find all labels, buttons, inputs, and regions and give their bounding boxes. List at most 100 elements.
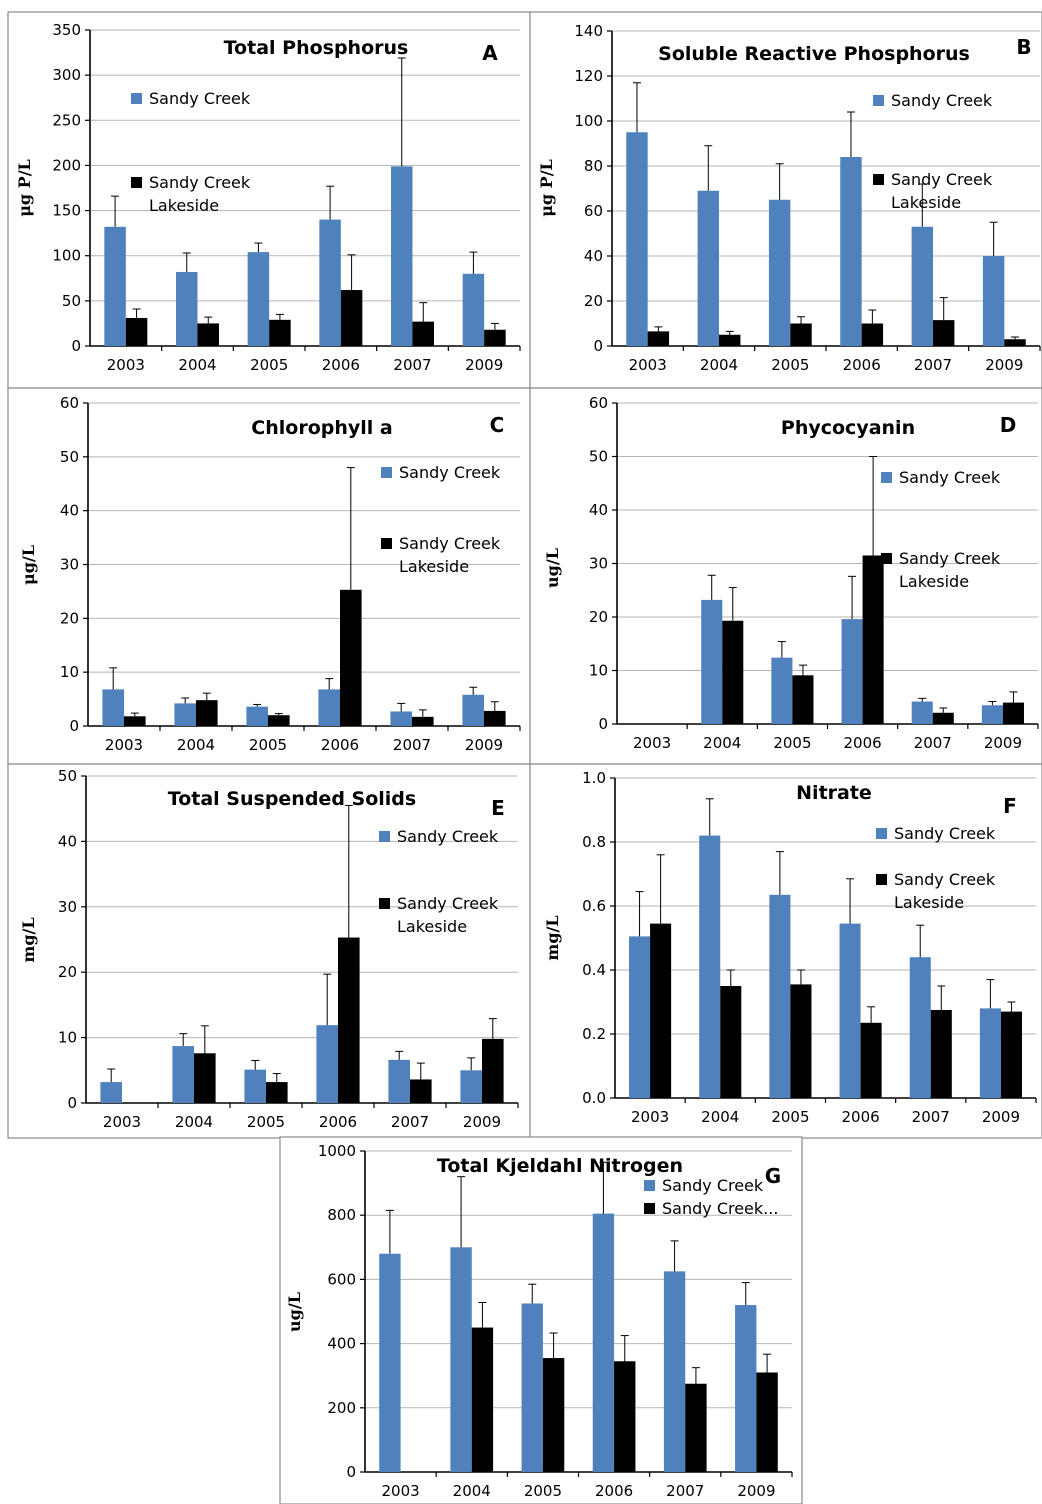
y-tick-label: 40: [584, 247, 603, 265]
y-tick-label: 60: [60, 394, 79, 412]
bar-sandy-creek: [388, 1059, 410, 1103]
x-tick-label: 2007: [393, 736, 431, 754]
x-tick-label: 2004: [703, 734, 741, 752]
bar-sandy-creek-lakeside: [269, 319, 291, 346]
y-tick-label: 0.2: [582, 1025, 606, 1043]
panel-letter: F: [1003, 794, 1017, 818]
legend-label: Lakeside: [399, 557, 469, 576]
legend-label: Sandy Creek: [397, 827, 499, 846]
y-tick-label: 300: [52, 66, 81, 84]
y-tick-label: 350: [52, 21, 81, 39]
y-axis-label: μg/L: [19, 545, 38, 585]
x-tick-label: 2007: [666, 1482, 704, 1500]
bar-sandy-creek-lakeside: [484, 329, 506, 346]
bar-sandy-creek: [911, 701, 933, 724]
legend-swatch: [644, 1203, 655, 1214]
legend-swatch: [876, 828, 887, 839]
bar-sandy-creek-lakeside: [792, 675, 814, 724]
x-tick-label: 2006: [841, 1108, 879, 1126]
bar-sandy-creek-lakeside: [412, 321, 434, 346]
legend-swatch: [876, 874, 887, 885]
bar-sandy-creek-lakeside: [756, 1372, 778, 1472]
legend-label: Sandy Creek: [899, 468, 1001, 487]
x-tick-label: 2006: [843, 356, 881, 374]
y-tick-label: 20: [589, 608, 608, 626]
y-tick-label: 20: [60, 609, 79, 627]
bar-sandy-creek-lakeside: [685, 1383, 707, 1472]
panel-border: [7, 387, 531, 765]
bar-sandy-creek: [246, 706, 268, 726]
bar-sandy-creek: [979, 1008, 1001, 1098]
bar-sandy-creek: [663, 1271, 686, 1472]
y-tick-label: 20: [58, 963, 77, 981]
x-tick-label: 2006: [843, 734, 881, 752]
x-tick-label: 2004: [700, 356, 738, 374]
bar-sandy-creek-lakeside: [719, 334, 741, 346]
bar-sandy-creek: [319, 219, 341, 346]
y-axis-label: mg/L: [19, 917, 38, 962]
x-tick-label: 2003: [629, 356, 667, 374]
y-tick-label: 30: [58, 898, 77, 916]
bar-sandy-creek: [172, 1046, 194, 1103]
y-axis-label: μg P/L: [537, 159, 556, 217]
bar-sandy-creek-lakeside: [1002, 702, 1024, 724]
x-tick-label: 2003: [631, 1108, 669, 1126]
chart-title: Total Kjeldahl Nitrogen: [437, 1155, 683, 1177]
x-tick-label: 2009: [985, 356, 1023, 374]
y-tick-label: 0.0: [582, 1089, 606, 1107]
legend-swatch: [379, 898, 390, 909]
x-tick-label: 2009: [465, 736, 503, 754]
bar-sandy-creek-lakeside: [614, 1361, 636, 1472]
x-tick-label: 2007: [391, 1113, 429, 1131]
y-tick-label: 100: [574, 112, 603, 130]
legend-label: Sandy Creek: [149, 89, 251, 108]
x-tick-label: 2009: [982, 1108, 1020, 1126]
panel-border: [7, 763, 531, 1139]
y-axis-label: μg P/L: [15, 159, 34, 217]
legend-swatch: [381, 467, 392, 478]
y-tick-label: 400: [327, 1335, 356, 1353]
y-tick-label: 60: [589, 394, 608, 412]
y-axis-label: ug/L: [285, 1292, 304, 1332]
y-tick-label: 150: [52, 202, 81, 220]
y-tick-label: 1000: [318, 1142, 356, 1160]
y-tick-label: 50: [60, 448, 79, 466]
bar-sandy-creek: [592, 1213, 615, 1472]
bar-sandy-creek-lakeside: [647, 331, 670, 346]
bar-sandy-creek-lakeside: [125, 318, 148, 346]
bar-sandy-creek: [460, 1070, 482, 1103]
panel-letter: E: [491, 796, 505, 820]
legend-swatch: [131, 177, 142, 188]
chart-title: Chlorophyll a: [251, 417, 392, 439]
bar-sandy-creek-lakeside: [340, 589, 362, 726]
x-tick-label: 2006: [322, 356, 360, 374]
y-tick-label: 10: [589, 662, 608, 680]
y-tick-label: 0: [69, 717, 79, 735]
bar-sandy-creek-lakeside: [932, 712, 954, 724]
bar-sandy-creek: [379, 1253, 401, 1472]
y-tick-label: 200: [327, 1399, 356, 1417]
bar-sandy-creek: [735, 1305, 757, 1472]
bar-sandy-creek-lakeside: [412, 716, 434, 726]
y-axis-label: mg/L: [543, 915, 562, 960]
y-tick-label: 40: [58, 832, 77, 850]
x-tick-label: 2004: [175, 1113, 213, 1131]
y-tick-label: 1.0: [582, 769, 606, 787]
panel-letter: C: [490, 413, 505, 437]
x-tick-label: 2003: [105, 736, 143, 754]
bar-sandy-creek-lakeside: [410, 1079, 432, 1103]
chart-title: Total Suspended Solids: [168, 788, 416, 810]
y-tick-label: 120: [574, 67, 603, 85]
bar-sandy-creek: [316, 1025, 338, 1103]
legend-label: Sandy Creek: [891, 91, 993, 110]
bar-sandy-creek-lakeside: [722, 620, 744, 724]
x-tick-label: 2004: [177, 736, 215, 754]
x-tick-label: 2007: [393, 356, 431, 374]
y-tick-label: 50: [589, 448, 608, 466]
legend-swatch: [873, 174, 884, 185]
legend-label: Sandy Creek...: [662, 1199, 778, 1218]
x-tick-label: 2003: [107, 356, 145, 374]
bar-sandy-creek: [174, 703, 196, 726]
legend-label: Sandy Creek: [894, 824, 996, 843]
x-tick-label: 2006: [595, 1482, 633, 1500]
